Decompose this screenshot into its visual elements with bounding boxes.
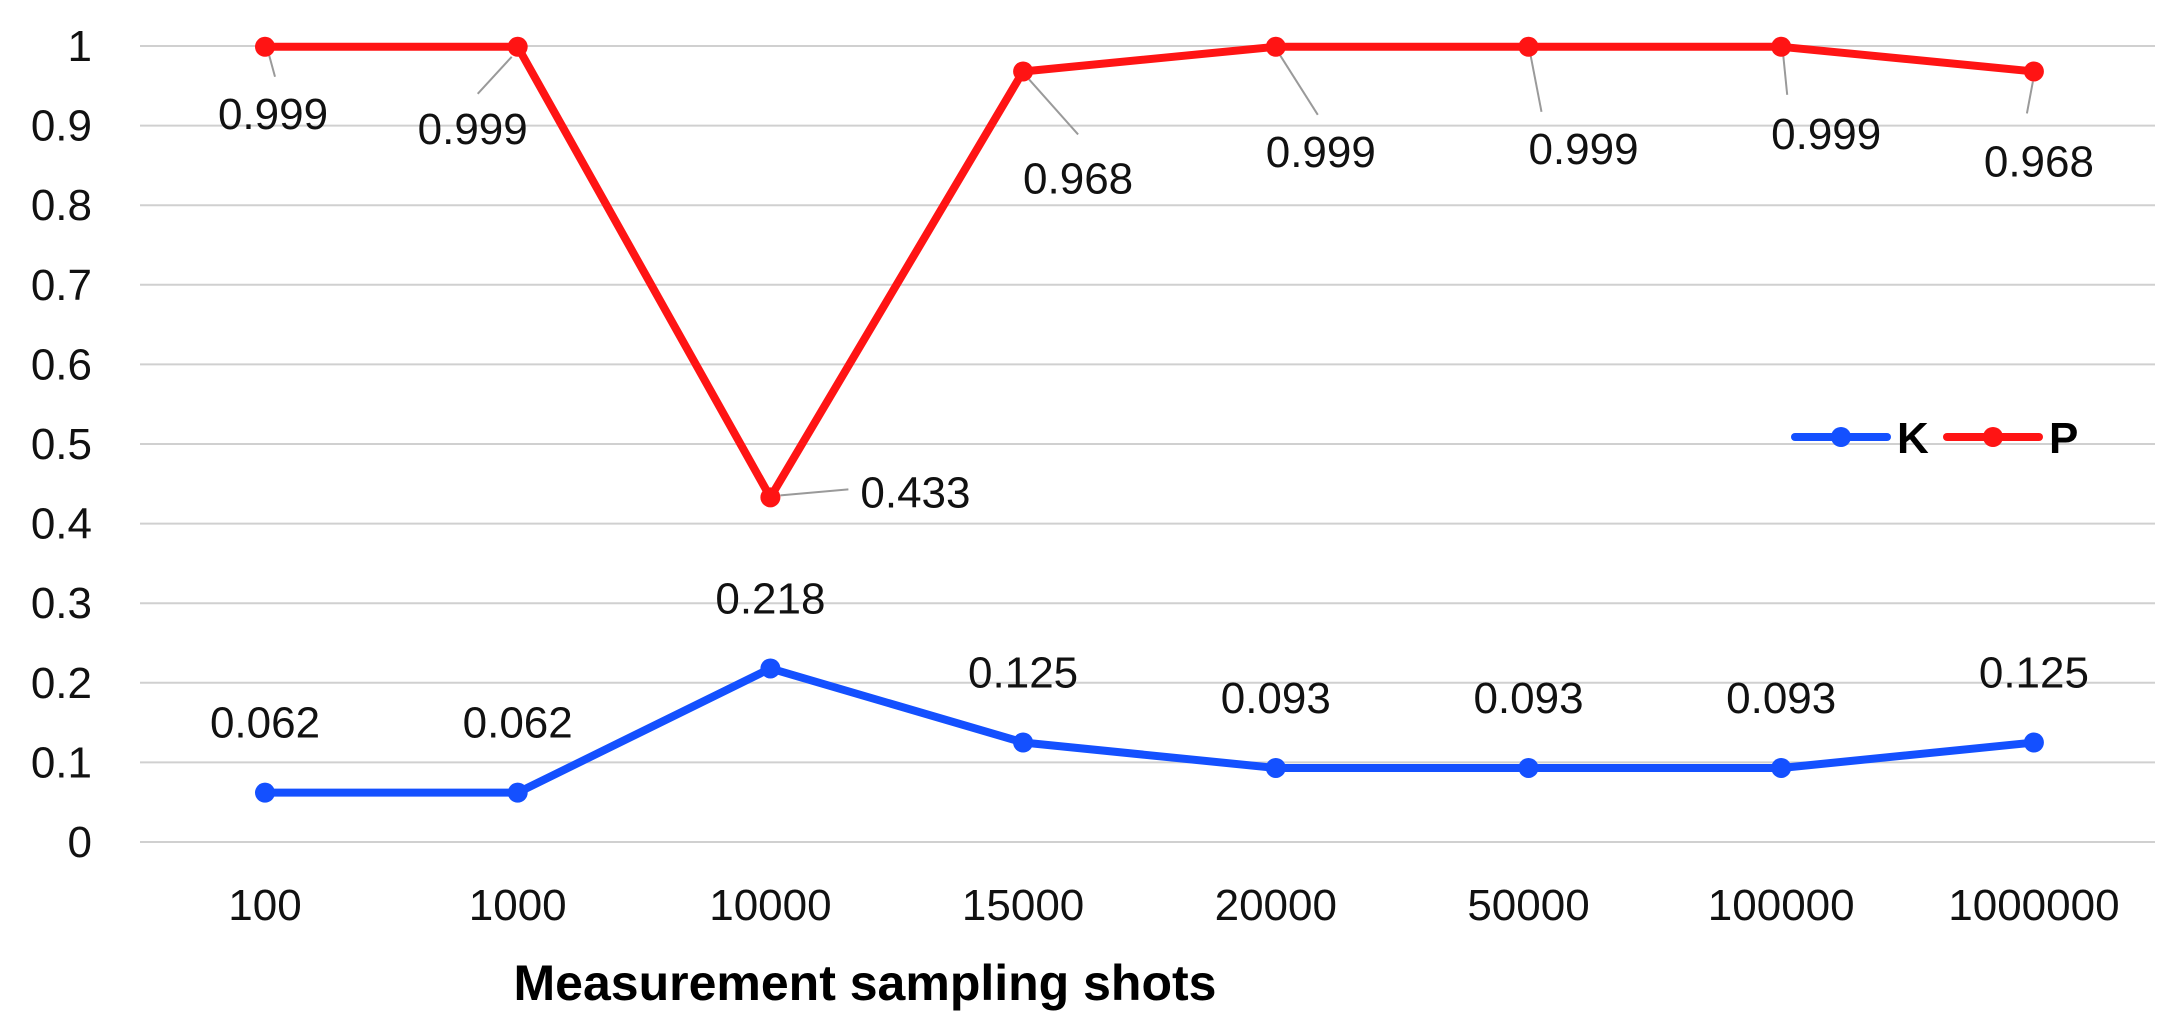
- leader-line-P-100000: [1782, 54, 1789, 95]
- series-line-K: [261, 664, 2038, 797]
- data-point-P-15000: [1013, 61, 1034, 82]
- x-tick-label: 15000: [962, 881, 1084, 930]
- y-tick-label: 0.6: [31, 340, 92, 389]
- data-point-K-1000: [507, 782, 528, 803]
- leader-line-P-10000: [780, 488, 849, 497]
- leader-line-P-1000000: [2025, 81, 2034, 114]
- data-label-P-1000000: 0.968: [1984, 137, 2094, 186]
- x-tick-label: 1000000: [1948, 881, 2119, 930]
- y-tick-label: 0.5: [31, 420, 92, 469]
- legend-swatch-marker-P: [1983, 427, 2003, 447]
- data-point-P-1000: [507, 36, 528, 57]
- legend-label-K: K: [1897, 414, 1929, 463]
- x-tick-label: 10000: [709, 881, 831, 930]
- leader-line-P-20000: [1278, 54, 1319, 116]
- data-label-K-1000: 0.062: [463, 699, 573, 748]
- data-label-P-10000: 0.433: [860, 468, 970, 517]
- y-tick-label: 0.9: [31, 102, 92, 151]
- label-leader-lines: [268, 54, 2034, 497]
- data-label-K-20000: 0.093: [1221, 674, 1331, 723]
- x-tick-label: 20000: [1215, 881, 1337, 930]
- data-point-P-100000: [1771, 36, 1792, 57]
- legend-label-P: P: [2049, 414, 2078, 463]
- data-label-K-100: 0.062: [210, 699, 320, 748]
- data-point-P-1000000: [2023, 61, 2044, 82]
- data-label-P-15000: 0.968: [1023, 154, 1133, 203]
- legend-item-K: K: [1791, 414, 1929, 463]
- leader-line-P-50000: [1529, 54, 1543, 112]
- data-point-P-10000: [760, 487, 781, 508]
- y-axis-ticks: 0 0.1 0.2 0.3 0.4 0.5 0.6 0.7 0.8 0.9 1: [31, 22, 92, 867]
- series-line-P: [261, 42, 2038, 502]
- legend-swatch-marker-K: [1831, 427, 1851, 447]
- y-tick-label: 0.3: [31, 579, 92, 628]
- data-label-P-100000: 0.999: [1771, 110, 1881, 159]
- y-tick-label: 0: [68, 818, 92, 867]
- data-label-P-20000: 0.999: [1266, 128, 1376, 177]
- data-point-K-15000: [1013, 732, 1034, 753]
- y-tick-label: 0.1: [31, 738, 92, 787]
- data-point-K-100: [255, 782, 275, 803]
- data-label-K-15000: 0.125: [968, 649, 1078, 698]
- legend-item-P: P: [1943, 414, 2078, 463]
- y-tick-label: 1: [68, 22, 92, 71]
- data-point-K-100000: [1771, 757, 1792, 778]
- data-point-K-1000000: [2023, 732, 2044, 753]
- x-axis-title: Measurement sampling shots: [514, 955, 1217, 1011]
- x-tick-label: 50000: [1467, 881, 1589, 930]
- data-label-P-1000: 0.999: [418, 105, 528, 154]
- data-point-K-50000: [1518, 757, 1539, 778]
- data-point-P-20000: [1265, 36, 1286, 57]
- x-tick-label: 100: [228, 881, 301, 930]
- leader-line-P-1000: [476, 56, 513, 95]
- data-label-K-50000: 0.093: [1473, 674, 1583, 723]
- data-label-K-10000: 0.218: [715, 574, 825, 623]
- y-tick-label: 0.8: [31, 181, 92, 230]
- data-label-P-100: 0.999: [218, 90, 328, 139]
- data-label-P-50000: 0.999: [1528, 125, 1638, 174]
- gridlines: [140, 45, 2155, 843]
- data-labels: 0.062 0.062 0.218 0.125 0.093 0.093 0.093 0.125…: [210, 90, 2094, 748]
- data-point-K-10000: [760, 658, 781, 679]
- data-point-P-100: [255, 36, 275, 57]
- data-point-P-50000: [1518, 36, 1539, 57]
- y-tick-label: 0.4: [31, 500, 92, 549]
- y-tick-label: 0.2: [31, 659, 92, 708]
- y-tick-label: 0.7: [31, 261, 92, 310]
- x-tick-label: 100000: [1708, 881, 1855, 930]
- leader-line-P-15000: [1028, 78, 1079, 136]
- data-point-K-20000: [1265, 757, 1286, 778]
- data-label-K-1000000: 0.125: [1979, 649, 2089, 698]
- data-label-K-100000: 0.093: [1726, 674, 1836, 723]
- series: [255, 36, 2044, 803]
- leader-line-P-100: [268, 54, 276, 78]
- x-axis-ticks: 100 1000 10000 15000 20000 50000 100000 1000000: [228, 881, 2119, 930]
- x-tick-label: 1000: [469, 881, 567, 930]
